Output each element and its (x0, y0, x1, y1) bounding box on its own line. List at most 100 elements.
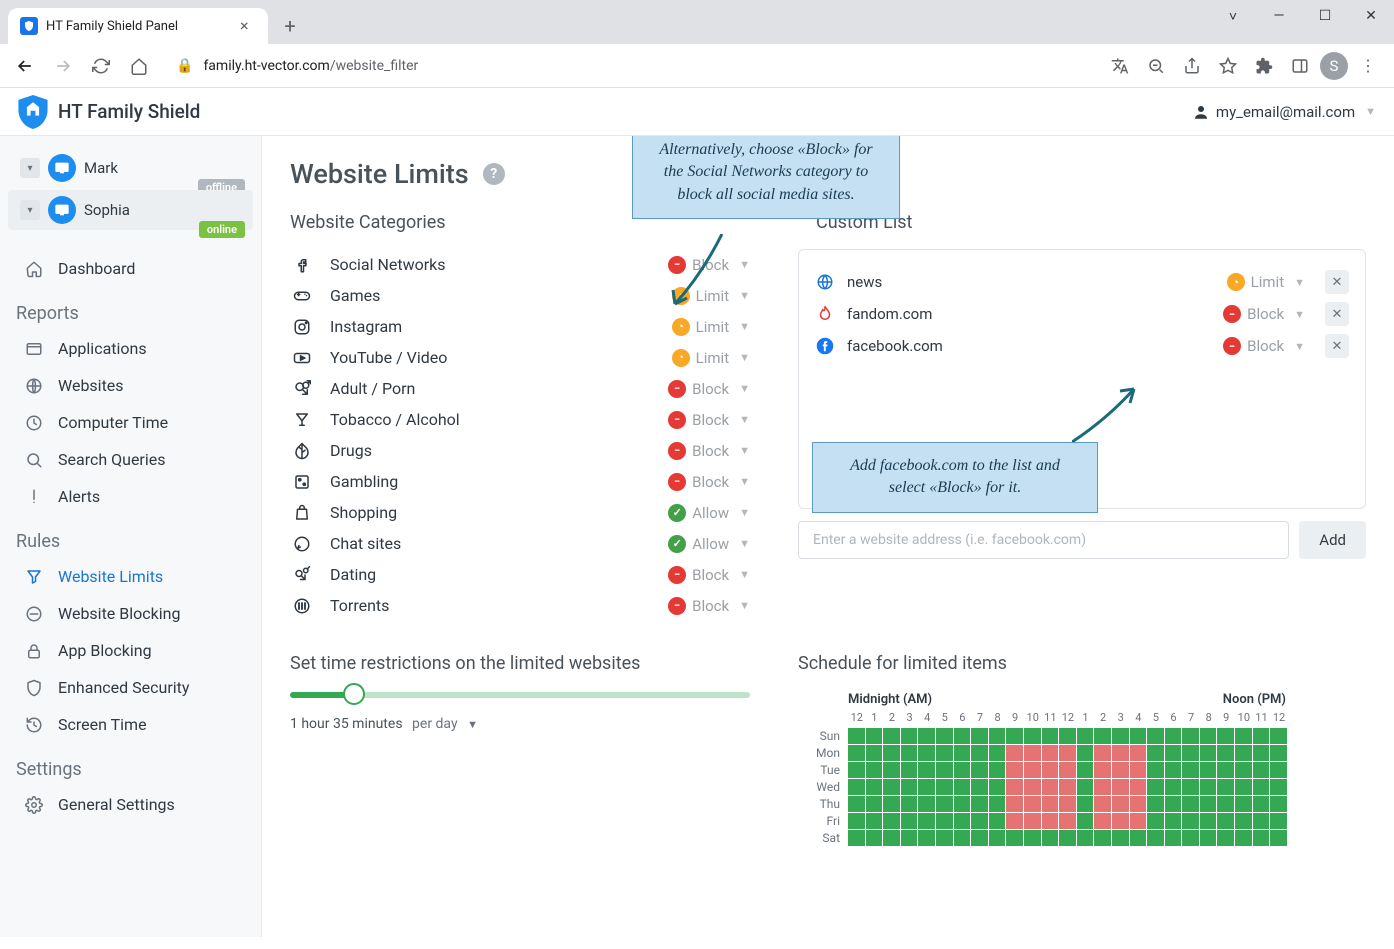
schedule-cell[interactable] (1130, 796, 1147, 812)
schedule-cell[interactable] (1006, 830, 1023, 846)
schedule-cell[interactable] (848, 813, 865, 829)
help-icon[interactable]: ? (483, 163, 505, 185)
profile-avatar[interactable]: S (1320, 52, 1348, 80)
schedule-cell[interactable] (1006, 779, 1023, 795)
schedule-cell[interactable] (883, 796, 900, 812)
schedule-cell[interactable] (1024, 728, 1041, 744)
schedule-cell[interactable] (1182, 728, 1199, 744)
schedule-cell[interactable] (1094, 745, 1111, 761)
schedule-cell[interactable] (1270, 796, 1287, 812)
schedule-cell[interactable] (989, 728, 1006, 744)
schedule-cell[interactable] (848, 779, 865, 795)
schedule-cell[interactable] (918, 779, 935, 795)
sidebar-item-alerts[interactable]: Alerts (0, 478, 261, 515)
sidebar-item-screen-time[interactable]: Screen Time (0, 706, 261, 743)
sidebar-item-computer-time[interactable]: Computer Time (0, 404, 261, 441)
schedule-cell[interactable] (866, 728, 883, 744)
sidebar-item-applications[interactable]: Applications (0, 330, 261, 367)
translate-icon[interactable] (1104, 50, 1136, 82)
schedule-cell[interactable] (1235, 813, 1252, 829)
category-action-selector[interactable]: − Block ▼ (668, 380, 750, 398)
schedule-cell[interactable] (971, 779, 988, 795)
schedule-cell[interactable] (1165, 745, 1182, 761)
schedule-cell[interactable] (1165, 779, 1182, 795)
window-dropdown-icon[interactable]: ˅ (1210, 0, 1256, 32)
schedule-cell[interactable] (883, 728, 900, 744)
browser-tab[interactable]: HT Family Shield Panel × (8, 8, 268, 44)
schedule-cell[interactable] (1182, 796, 1199, 812)
schedule-cell[interactable] (1042, 762, 1059, 778)
schedule-cell[interactable] (1217, 762, 1234, 778)
schedule-cell[interactable] (936, 728, 953, 744)
schedule-cell[interactable] (936, 796, 953, 812)
schedule-cell[interactable] (954, 830, 971, 846)
schedule-cell[interactable] (1147, 779, 1164, 795)
custom-action-selector[interactable]: ◔ Limit ▼ (1227, 273, 1305, 291)
schedule-cell[interactable] (1094, 762, 1111, 778)
schedule-cell[interactable] (1112, 813, 1129, 829)
nav-forward-icon[interactable] (48, 51, 78, 81)
schedule-cell[interactable] (1165, 796, 1182, 812)
schedule-cell[interactable] (1077, 745, 1094, 761)
schedule-cell[interactable] (1024, 813, 1041, 829)
schedule-cell[interactable] (1217, 745, 1234, 761)
schedule-cell[interactable] (1182, 830, 1199, 846)
schedule-cell[interactable] (1006, 745, 1023, 761)
schedule-cell[interactable] (918, 762, 935, 778)
window-minimize-icon[interactable]: — (1256, 0, 1302, 32)
schedule-cell[interactable] (918, 745, 935, 761)
schedule-cell[interactable] (971, 745, 988, 761)
remove-button[interactable]: ✕ (1325, 302, 1349, 326)
schedule-cell[interactable] (1147, 813, 1164, 829)
category-action-selector[interactable]: − Block ▼ (668, 473, 750, 491)
schedule-cell[interactable] (1147, 830, 1164, 846)
slider-value-label[interactable]: 1 hour 35 minutes per day ▼ (290, 716, 750, 732)
schedule-cell[interactable] (1077, 779, 1094, 795)
schedule-cell[interactable] (1182, 813, 1199, 829)
add-website-input[interactable] (798, 521, 1289, 559)
category-action-selector[interactable]: ◔ Limit ▼ (672, 318, 750, 336)
schedule-cell[interactable] (901, 728, 918, 744)
schedule-cell[interactable] (1130, 762, 1147, 778)
schedule-cell[interactable] (1042, 796, 1059, 812)
schedule-cell[interactable] (848, 728, 865, 744)
schedule-cell[interactable] (1059, 762, 1076, 778)
schedule-cell[interactable] (1235, 779, 1252, 795)
schedule-cell[interactable] (883, 779, 900, 795)
schedule-cell[interactable] (1006, 796, 1023, 812)
schedule-cell[interactable] (883, 830, 900, 846)
schedule-cell[interactable] (954, 796, 971, 812)
schedule-cell[interactable] (1094, 813, 1111, 829)
sidebar-item-enhanced-security[interactable]: Enhanced Security (0, 669, 261, 706)
schedule-cell[interactable] (848, 762, 865, 778)
schedule-cell[interactable] (954, 762, 971, 778)
schedule-cell[interactable] (1270, 830, 1287, 846)
schedule-cell[interactable] (1024, 796, 1041, 812)
schedule-cell[interactable] (1059, 779, 1076, 795)
schedule-cell[interactable] (1077, 796, 1094, 812)
schedule-cell[interactable] (1094, 779, 1111, 795)
sidepanel-icon[interactable] (1284, 50, 1316, 82)
category-action-selector[interactable]: − Block ▼ (668, 566, 750, 584)
schedule-cell[interactable] (1253, 813, 1270, 829)
sidebar-item-app-blocking[interactable]: App Blocking (0, 632, 261, 669)
schedule-cell[interactable] (1270, 779, 1287, 795)
custom-action-selector[interactable]: − Block ▼ (1223, 337, 1305, 355)
schedule-cell[interactable] (936, 745, 953, 761)
schedule-cell[interactable] (1112, 745, 1129, 761)
schedule-cell[interactable] (1059, 830, 1076, 846)
schedule-cell[interactable] (1006, 762, 1023, 778)
schedule-cell[interactable] (1235, 796, 1252, 812)
user-menu[interactable]: my_email@mail.com ▼ (1192, 103, 1376, 121)
schedule-cell[interactable] (848, 745, 865, 761)
schedule-cell[interactable] (1059, 745, 1076, 761)
schedule-cell[interactable] (1130, 728, 1147, 744)
schedule-cell[interactable] (1165, 830, 1182, 846)
schedule-cell[interactable] (1042, 779, 1059, 795)
schedule-cell[interactable] (1024, 830, 1041, 846)
schedule-cell[interactable] (866, 779, 883, 795)
kebab-menu-icon[interactable]: ⋮ (1352, 50, 1384, 82)
schedule-cell[interactable] (883, 813, 900, 829)
schedule-cell[interactable] (971, 813, 988, 829)
zoom-icon[interactable] (1140, 50, 1172, 82)
